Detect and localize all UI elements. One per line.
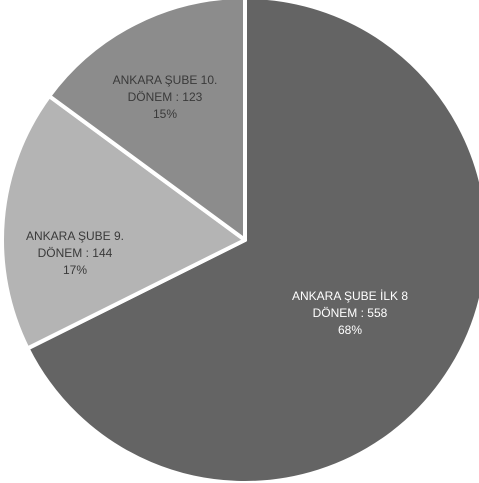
slice-label-line: ANKARA ŞUBE 10. [113, 73, 218, 87]
slice-label-3: ANKARA ŞUBE 10. DÖNEM : 123 15% [113, 73, 218, 121]
pie-slice-1 [25, 0, 479, 483]
slice-label-line: 17% [63, 263, 87, 277]
slice-label-line: DÖNEM : 144 [38, 246, 113, 260]
pie-slice-3 [47, 0, 247, 242]
slice-label-1: ANKARA ŞUBE İLK 8 DÖNEM : 558 68% [292, 289, 408, 337]
slice-label-2: ANKARA ŞUBE 9. DÖNEM : 144 17% [26, 229, 124, 277]
pie-slice-2 [0, 94, 247, 351]
slice-label-line: 15% [153, 107, 177, 121]
slice-label-line: ANKARA ŞUBE İLK 8 [292, 289, 408, 303]
slice-label-line: DÖNEM : 123 [128, 90, 203, 104]
slice-label-line: 68% [338, 323, 362, 337]
pie-labels: ANKARA ŞUBE İLK 8 DÖNEM : 558 68%ANKARA ŞU… [26, 73, 408, 337]
slice-label-line: ANKARA ŞUBE 9. [26, 229, 124, 243]
slice-label-line: DÖNEM : 558 [313, 306, 388, 320]
